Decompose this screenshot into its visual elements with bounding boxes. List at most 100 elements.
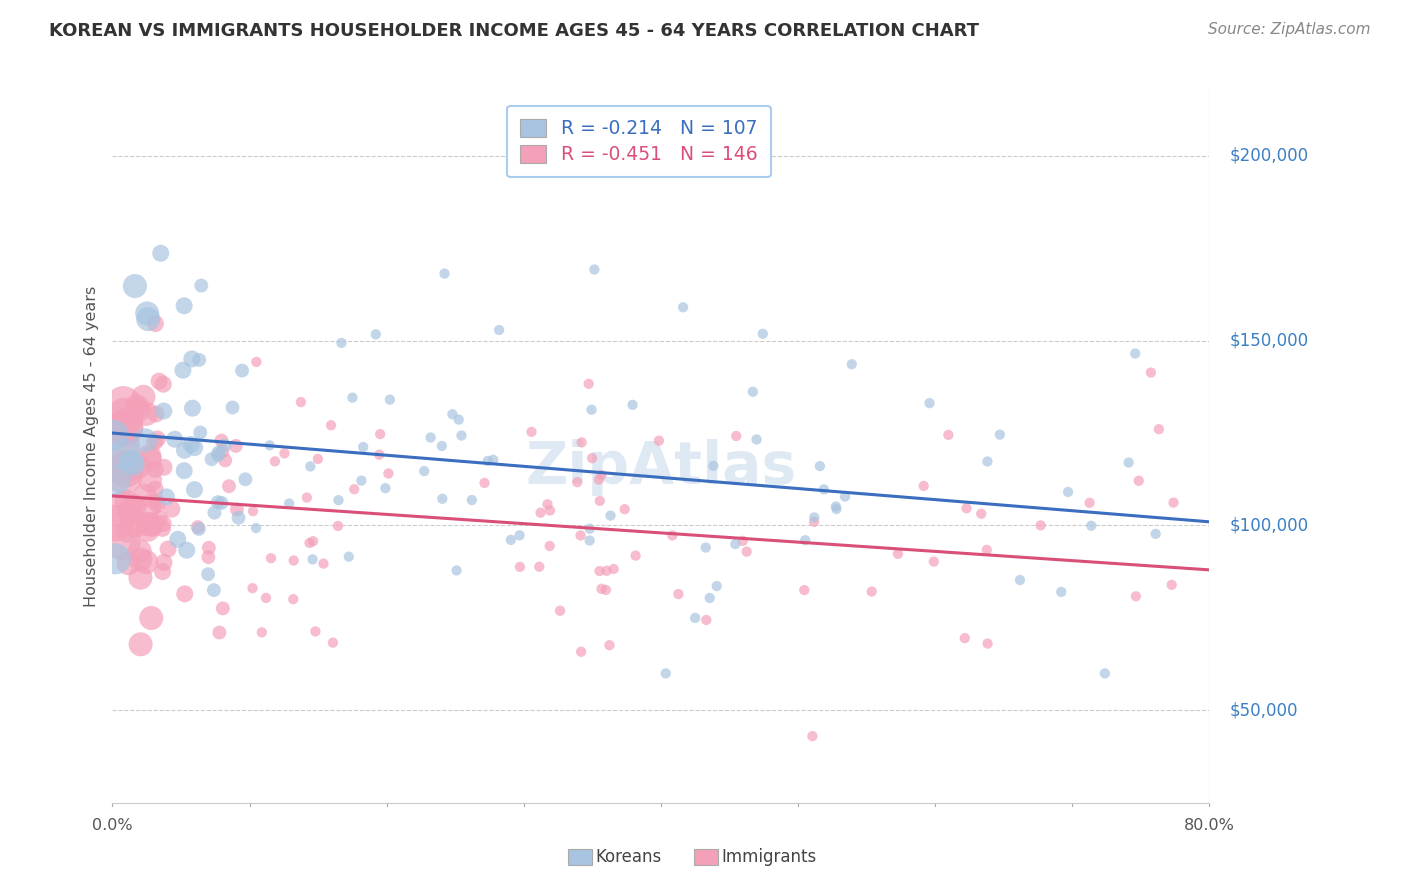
Point <box>548 604 571 618</box>
Point <box>343 482 366 496</box>
Point <box>477 454 499 468</box>
Point <box>488 323 510 337</box>
Point <box>312 557 335 571</box>
Point <box>813 483 835 497</box>
Point <box>104 551 127 566</box>
Point <box>301 552 323 566</box>
Point <box>225 439 247 453</box>
Point <box>145 407 167 421</box>
Point <box>1118 456 1140 470</box>
Point <box>595 564 617 578</box>
Point <box>825 502 848 516</box>
Point <box>725 429 748 443</box>
Point <box>104 473 127 487</box>
Point <box>163 432 186 446</box>
Point <box>120 454 142 468</box>
Text: $150,000: $150,000 <box>1230 332 1309 350</box>
Point <box>160 502 183 516</box>
Point <box>153 556 176 570</box>
Point <box>419 430 441 444</box>
Point <box>752 326 775 341</box>
Point <box>152 565 174 579</box>
Point <box>938 428 960 442</box>
Point <box>111 534 134 549</box>
Point <box>326 519 349 533</box>
Point <box>1160 578 1182 592</box>
Point <box>591 582 613 596</box>
Point <box>103 428 125 442</box>
Point <box>706 579 728 593</box>
Point <box>173 464 195 478</box>
Point <box>118 506 141 520</box>
Point <box>153 460 176 475</box>
Point <box>683 611 706 625</box>
Point <box>834 490 856 504</box>
Point <box>124 499 146 513</box>
Point <box>661 528 683 542</box>
Point <box>278 496 301 510</box>
Point <box>212 439 235 453</box>
Point <box>368 448 391 462</box>
Point <box>283 592 305 607</box>
Point <box>1125 589 1147 603</box>
Point <box>295 491 318 505</box>
Point <box>319 418 342 433</box>
Point <box>482 452 505 467</box>
Point <box>183 483 205 497</box>
Point <box>114 468 136 483</box>
Point <box>337 549 360 564</box>
Point <box>145 317 167 331</box>
Legend: R = -0.214   N = 107, R = -0.451   N = 146: R = -0.214 N = 107, R = -0.451 N = 146 <box>506 106 770 178</box>
Point <box>228 510 250 524</box>
Point <box>509 528 531 542</box>
Point <box>328 493 350 508</box>
Point <box>322 635 344 649</box>
Point <box>166 533 188 547</box>
Point <box>581 402 603 417</box>
Point <box>112 447 135 461</box>
Point <box>299 459 322 474</box>
Point <box>499 533 522 547</box>
Point <box>1050 585 1073 599</box>
Point <box>136 312 159 326</box>
Point <box>115 463 138 477</box>
Point <box>197 550 219 565</box>
Point <box>621 398 644 412</box>
Point <box>976 636 998 650</box>
Point <box>918 396 941 410</box>
Point <box>283 553 305 567</box>
Point <box>148 511 170 525</box>
Text: Source: ZipAtlas.com: Source: ZipAtlas.com <box>1208 22 1371 37</box>
Point <box>970 507 993 521</box>
Point <box>111 503 134 517</box>
Point <box>529 506 551 520</box>
Point <box>1080 518 1102 533</box>
Point <box>235 472 257 486</box>
Text: 80.0%: 80.0% <box>1184 818 1234 832</box>
Point <box>136 516 159 531</box>
Point <box>433 267 456 281</box>
Point <box>129 637 152 651</box>
Point <box>135 407 157 421</box>
Point <box>741 384 763 399</box>
Point <box>183 441 205 455</box>
Point <box>214 453 236 467</box>
Point <box>581 451 603 466</box>
Point <box>125 399 148 413</box>
Point <box>1078 496 1101 510</box>
Point <box>129 552 152 566</box>
Point <box>180 437 202 451</box>
Point <box>103 516 125 530</box>
Point <box>134 489 156 503</box>
Point <box>138 449 160 463</box>
Point <box>117 556 139 570</box>
Point <box>578 376 600 391</box>
Point <box>509 560 531 574</box>
Point <box>745 433 768 447</box>
Point <box>538 539 561 553</box>
Point <box>114 462 136 476</box>
Point <box>1123 346 1146 360</box>
Point <box>953 631 976 645</box>
Point <box>146 432 169 446</box>
Point <box>599 508 621 523</box>
